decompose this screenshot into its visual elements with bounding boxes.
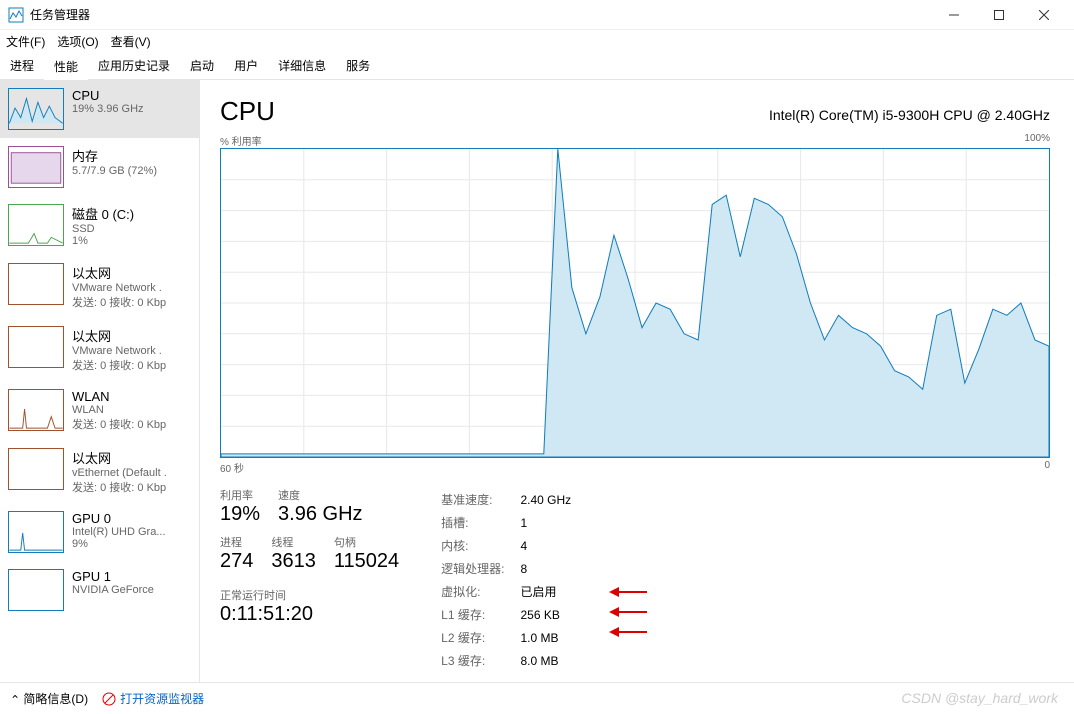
thread-value: 3613: [271, 550, 316, 573]
big-stats: 利用率19% 速度3.96 GHz 进程274 线程3613 句柄115024 …: [220, 487, 399, 673]
logical-v: 8: [520, 558, 585, 579]
app-icon: [8, 7, 24, 23]
close-button[interactable]: [1021, 0, 1066, 30]
logical-k: 逻辑处理器:: [441, 558, 518, 579]
handle-value: 115024: [334, 550, 399, 573]
menu-file[interactable]: 文件(F): [6, 33, 45, 50]
speed-label: 速度: [278, 487, 362, 503]
l1-v: 256 KB: [520, 604, 585, 625]
menu-options[interactable]: 选项(O): [57, 33, 98, 50]
chart-xright: 0: [1044, 460, 1050, 475]
tabbar: 进程 性能 应用历史记录 启动 用户 详细信息 服务: [0, 52, 1074, 80]
l3-k: L3 缓存:: [441, 650, 518, 671]
handle-label: 句柄: [334, 534, 399, 550]
titlebar: 任务管理器: [0, 0, 1074, 30]
sidebar-item-6[interactable]: 以太网vEthernet (Default .发送: 0 接收: 0 Kbp: [0, 440, 199, 503]
base-speed-k: 基准速度:: [441, 489, 518, 510]
tab-users[interactable]: 用户: [224, 52, 268, 79]
cpu-chart: [220, 148, 1050, 458]
cores-k: 内核:: [441, 535, 518, 556]
tab-startup[interactable]: 启动: [180, 52, 224, 79]
watermark: CSDN @stay_hard_work: [901, 690, 1058, 706]
main-panel: CPU Intel(R) Core(TM) i5-9300H CPU @ 2.4…: [200, 80, 1074, 682]
virt-v: 已启用: [520, 581, 585, 602]
annotation-arrow-icon: [609, 605, 649, 619]
sidebar-item-8[interactable]: GPU 1NVIDIA GeForce: [0, 561, 199, 619]
tab-processes[interactable]: 进程: [0, 52, 44, 79]
sidebar-item-5[interactable]: WLANWLAN发送: 0 接收: 0 Kbp: [0, 381, 199, 440]
chart-ymax: 100%: [1024, 133, 1050, 148]
tab-performance[interactable]: 性能: [44, 52, 88, 79]
sockets-k: 插槽:: [441, 512, 518, 533]
resource-monitor-link[interactable]: 打开资源监视器: [102, 690, 204, 707]
cores-v: 4: [520, 535, 585, 556]
minimize-button[interactable]: [931, 0, 976, 30]
l2-k: L2 缓存:: [441, 627, 518, 648]
details-table: 基准速度:2.40 GHz 插槽:1 内核:4 逻辑处理器:8 虚拟化:已启用 …: [439, 487, 587, 673]
chart-ylabel: % 利用率: [220, 133, 262, 148]
sockets-v: 1: [520, 512, 585, 533]
page-title: CPU: [220, 96, 275, 127]
tab-history[interactable]: 应用历史记录: [88, 52, 180, 79]
annotation-arrow-icon: [609, 585, 649, 599]
menu-view[interactable]: 查看(V): [111, 33, 151, 50]
util-label: 利用率: [220, 487, 260, 503]
sidebar[interactable]: CPU19% 3.96 GHz 内存5.7/7.9 GB (72%) 磁盘 0 …: [0, 80, 200, 682]
l2-v: 1.0 MB: [520, 627, 585, 648]
monitor-icon: [102, 692, 116, 706]
thread-label: 线程: [271, 534, 316, 550]
fewer-details-link[interactable]: ⌄ 简略信息(D): [10, 690, 88, 707]
base-speed-v: 2.40 GHz: [520, 489, 585, 510]
l1-k: L1 缓存:: [441, 604, 518, 625]
virt-k: 虚拟化:: [441, 581, 518, 602]
chart-xleft: 60 秒: [220, 460, 244, 475]
cpu-model: Intel(R) Core(TM) i5-9300H CPU @ 2.40GHz: [769, 107, 1050, 123]
sidebar-item-0[interactable]: CPU19% 3.96 GHz: [0, 80, 199, 138]
sidebar-item-3[interactable]: 以太网VMware Network .发送: 0 接收: 0 Kbp: [0, 255, 199, 318]
annotation-arrow-icon: [609, 625, 649, 639]
util-value: 19%: [220, 503, 260, 526]
sidebar-item-1[interactable]: 内存5.7/7.9 GB (72%): [0, 138, 199, 196]
sidebar-item-7[interactable]: GPU 0Intel(R) UHD Gra...9%: [0, 503, 199, 561]
proc-value: 274: [220, 550, 253, 573]
tab-details[interactable]: 详细信息: [268, 52, 336, 79]
tab-services[interactable]: 服务: [336, 52, 380, 79]
sidebar-item-2[interactable]: 磁盘 0 (C:)SSD1%: [0, 196, 199, 255]
l3-v: 8.0 MB: [520, 650, 585, 671]
sidebar-item-4[interactable]: 以太网VMware Network .发送: 0 接收: 0 Kbp: [0, 318, 199, 381]
menubar: 文件(F) 选项(O) 查看(V): [0, 30, 1074, 52]
uptime-value: 0:11:51:20: [220, 603, 399, 626]
maximize-button[interactable]: [976, 0, 1021, 30]
speed-value: 3.96 GHz: [278, 503, 362, 526]
uptime-label: 正常运行时间: [220, 587, 399, 603]
proc-label: 进程: [220, 534, 253, 550]
window-title: 任务管理器: [30, 6, 931, 23]
